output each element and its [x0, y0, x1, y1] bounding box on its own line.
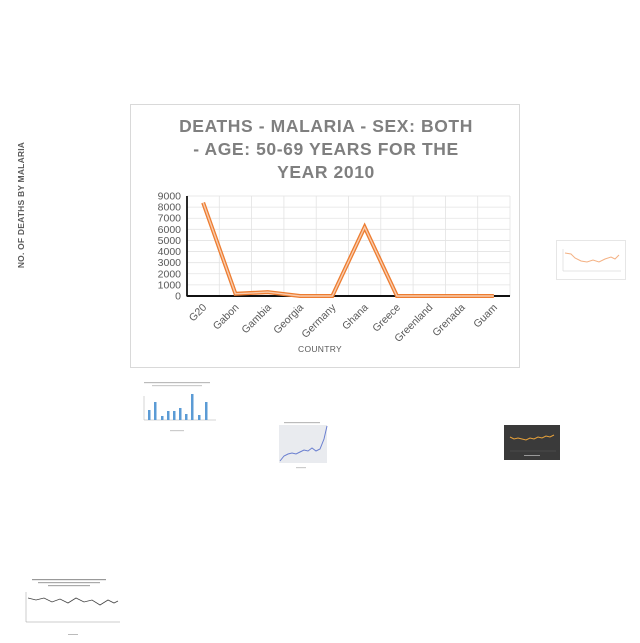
thumbnail-air-quality-series: [28, 598, 118, 605]
thumbnail-area-chart[interactable]: [270, 421, 332, 471]
y-tick-label: 7000: [158, 213, 182, 225]
y-tick-label: 0: [175, 291, 181, 303]
thumbnail-dark-svg: [504, 425, 560, 460]
thumbnail-air-quality-chart[interactable]: [14, 576, 124, 638]
x-tick-label: Ghana: [340, 302, 371, 333]
thumbnail-orange-line-chart[interactable]: [556, 240, 626, 280]
thumbnail-orange-line-svg: [557, 241, 625, 279]
x-tick-label: Germany: [299, 301, 339, 341]
y-tick-label: 8000: [158, 202, 182, 214]
x-tick-label: Grenada: [430, 302, 467, 339]
y-tick-label: 9000: [158, 191, 182, 203]
y-tick-label: 4000: [158, 246, 182, 258]
y-tick-label: 1000: [158, 279, 182, 291]
thumbnail-orange-series: [565, 253, 619, 262]
thumbnail-air-quality-svg: [14, 576, 124, 638]
x-tick-label: Guam: [471, 301, 500, 330]
y-tick-label: 5000: [158, 235, 182, 247]
y-tick-label: 6000: [158, 224, 182, 236]
thumbnail-bar-chart[interactable]: [134, 378, 220, 434]
x-tick-label: Gambia: [239, 302, 274, 337]
thumbnail-area-svg: [270, 421, 332, 471]
x-tick-label: Gabon: [211, 302, 242, 333]
thumbnail-dark-series: [510, 435, 554, 440]
y-tick-label: 2000: [158, 268, 182, 280]
thumbnail-bar-svg: [134, 378, 220, 434]
thumbnail-dark-chart[interactable]: [504, 425, 560, 460]
x-tick-label: G20: [187, 302, 210, 325]
y-tick-label: 3000: [158, 257, 182, 269]
